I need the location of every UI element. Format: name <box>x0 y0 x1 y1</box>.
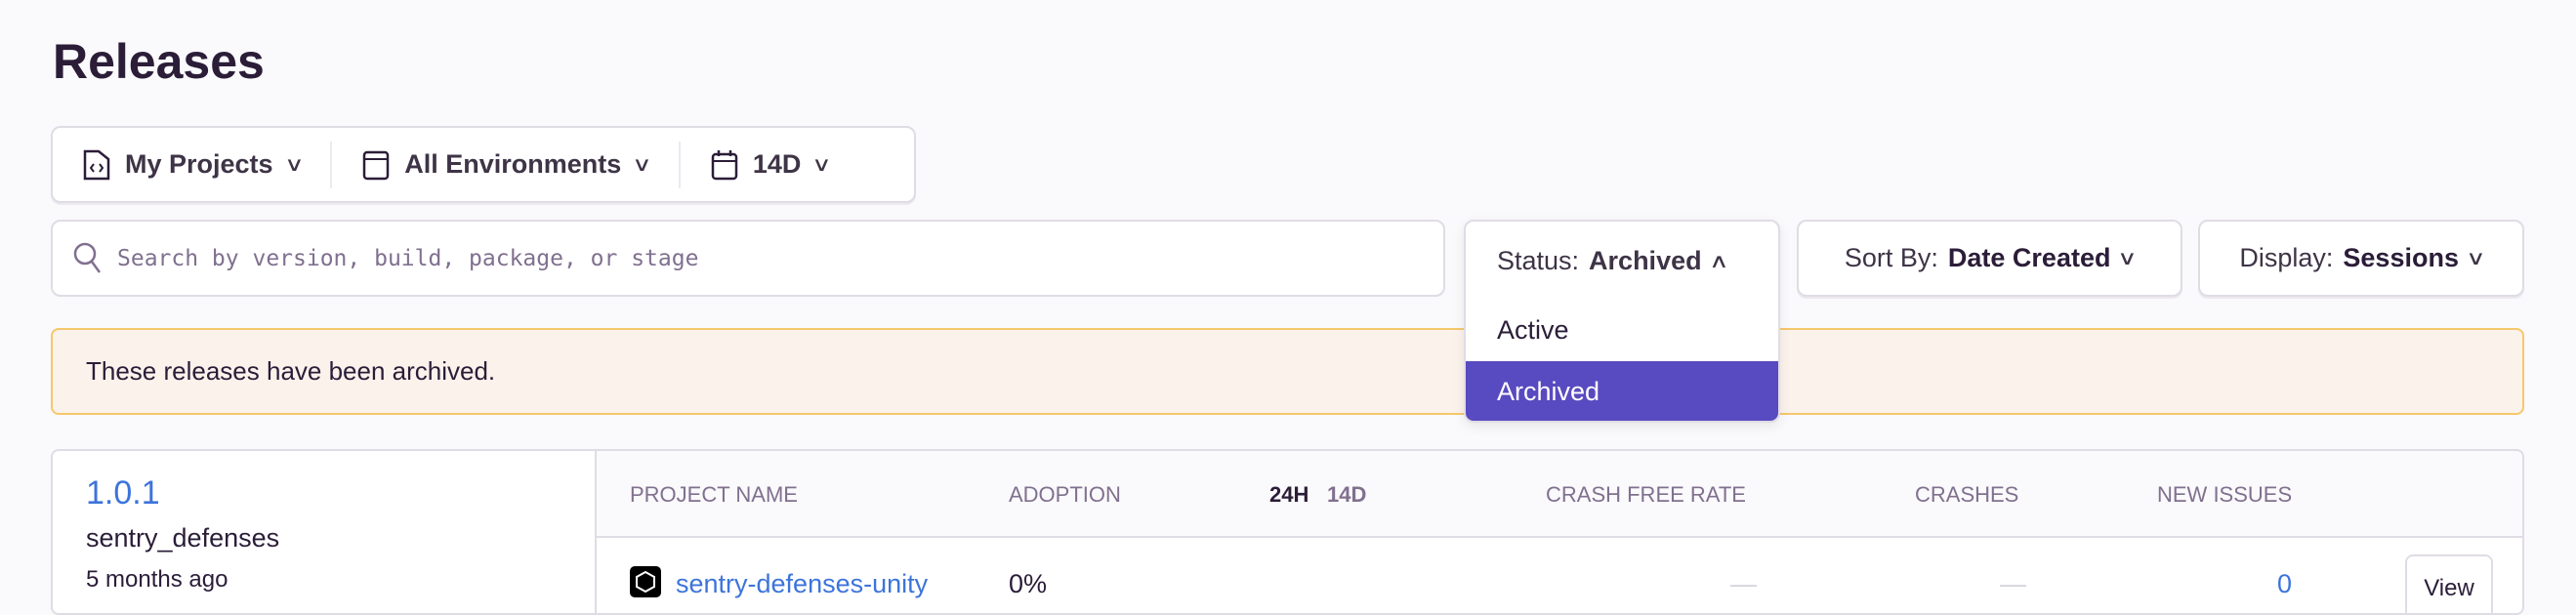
project-link[interactable]: sentry-defenses-unity <box>676 569 929 598</box>
unity-project-icon <box>630 566 661 597</box>
divider <box>678 141 681 188</box>
col-project-name: Project Name <box>630 482 798 507</box>
calendar-icon <box>711 149 738 180</box>
project-folder-icon <box>83 149 110 180</box>
divider <box>330 141 333 188</box>
display-label: Display: <box>2239 243 2334 272</box>
release-card: 1.0.1 sentry_defenses 5 months ago Proje… <box>51 449 2524 615</box>
chevron-up-icon: ∧ <box>1708 250 1729 272</box>
chevron-down-icon: ∨ <box>2466 248 2486 269</box>
display-button[interactable]: Display: Sessions ∨ <box>2198 220 2524 297</box>
status-label: Status: <box>1497 245 1580 275</box>
adoption-value: 0% <box>1009 569 1048 598</box>
col-adoption: Adoption <box>1009 482 1121 507</box>
view-button[interactable]: View <box>2405 554 2493 613</box>
sort-label: Sort By: <box>1844 243 1938 272</box>
release-date: 5 months ago <box>86 566 229 593</box>
chevron-down-icon: ∨ <box>811 154 832 176</box>
chevron-down-icon: ∨ <box>2117 248 2139 269</box>
chevron-down-icon: ∨ <box>632 154 652 176</box>
project-selector[interactable]: My Projects ∨ <box>53 128 330 201</box>
status-dropdown: Status: Archived ∧ Active Archived <box>1464 220 1780 423</box>
sort-by-button[interactable]: Sort By: Date Created ∨ <box>1797 220 2182 297</box>
environment-selector-label: All Environments <box>404 149 622 179</box>
search-bar <box>51 220 1445 297</box>
search-icon <box>73 242 102 273</box>
release-info: 1.0.1 sentry_defenses 5 months ago <box>53 451 597 613</box>
period-toggle-24h[interactable]: 24H <box>1269 482 1309 507</box>
col-crashes: Crashes <box>1915 482 2019 507</box>
alert-text: These releases have been archived. <box>86 356 496 386</box>
project-selector-label: My Projects <box>125 149 273 179</box>
window-icon <box>362 150 390 180</box>
col-new-issues: New Issues <box>2157 482 2293 507</box>
crash-free-rate-value: — <box>1730 569 1757 598</box>
archived-alert: These releases have been archived. <box>51 328 2524 415</box>
crashes-value: — <box>2000 569 2026 598</box>
release-project: sentry_defenses <box>86 523 280 553</box>
period-toggle-14d[interactable]: 14D <box>1327 482 1367 507</box>
display-value: Sessions <box>2343 243 2459 272</box>
table-header <box>597 451 2522 538</box>
status-value: Archived <box>1589 245 1702 275</box>
sort-value: Date Created <box>1947 243 2111 272</box>
chevron-down-icon: ∨ <box>283 154 305 176</box>
status-option-active[interactable]: Active <box>1497 315 1569 345</box>
page-title: Releases <box>53 34 265 89</box>
col-crash-free-rate: Crash Free Rate <box>1546 482 1746 507</box>
environment-selector[interactable]: All Environments ∨ <box>332 128 679 201</box>
search-input[interactable] <box>117 245 1443 271</box>
release-version-link[interactable]: 1.0.1 <box>86 474 160 512</box>
date-range-label: 14D <box>752 149 802 179</box>
status-option-archived[interactable]: Archived <box>1466 361 1778 421</box>
new-issues-link[interactable]: 0 <box>2277 569 2293 598</box>
page-filter-bar: My Projects ∨ All Environments ∨ 14D ∨ <box>51 126 916 203</box>
date-range-selector[interactable]: 14D ∨ <box>681 128 858 201</box>
status-button[interactable]: Status: Archived ∧ <box>1466 222 1778 300</box>
